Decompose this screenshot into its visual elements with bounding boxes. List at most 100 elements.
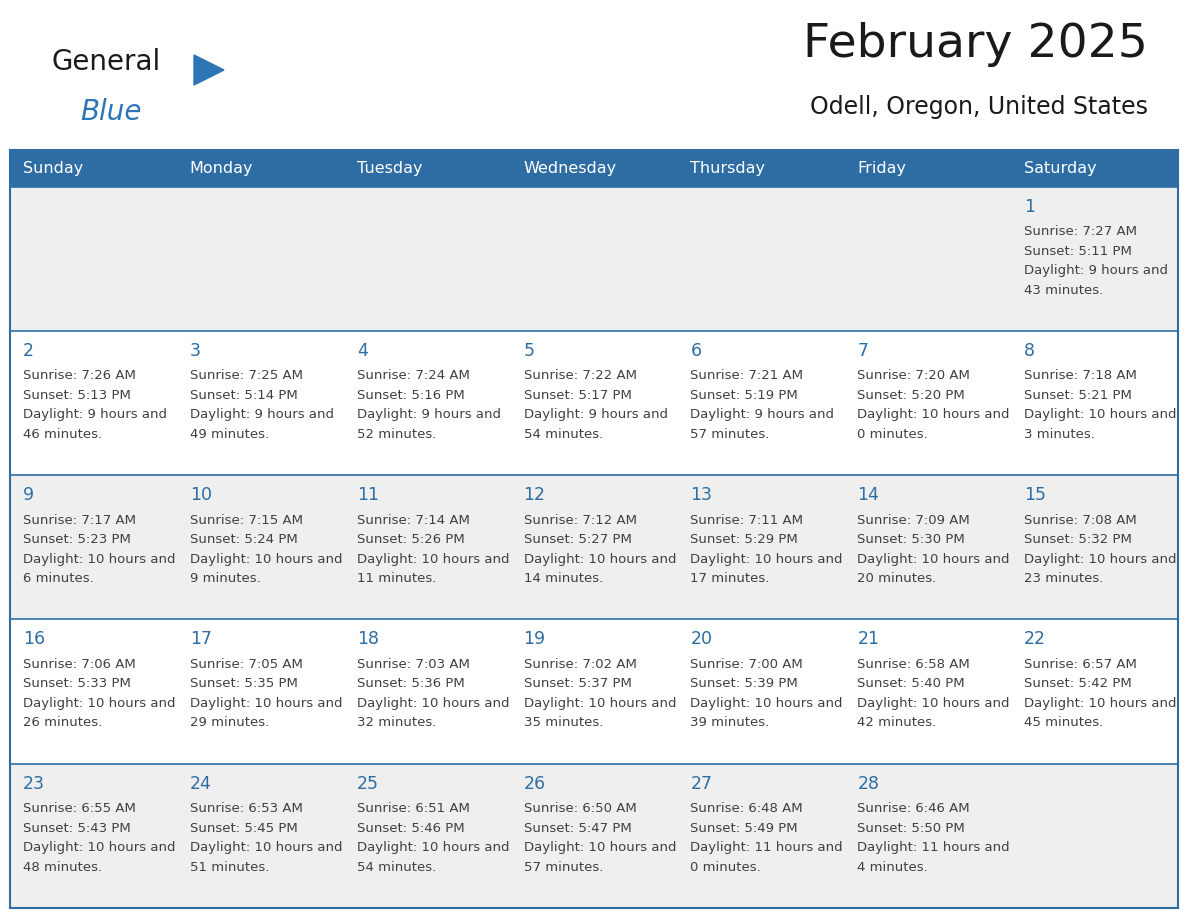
Text: Thursday: Thursday <box>690 161 765 175</box>
Text: Sunset: 5:21 PM: Sunset: 5:21 PM <box>1024 389 1132 402</box>
Text: Sunrise: 7:03 AM: Sunrise: 7:03 AM <box>356 658 469 671</box>
Text: Sunrise: 6:57 AM: Sunrise: 6:57 AM <box>1024 658 1137 671</box>
Text: Wednesday: Wednesday <box>524 161 617 175</box>
Text: Daylight: 9 hours and: Daylight: 9 hours and <box>524 409 668 421</box>
Text: Sunrise: 7:09 AM: Sunrise: 7:09 AM <box>858 513 971 527</box>
Text: Sunrise: 6:50 AM: Sunrise: 6:50 AM <box>524 802 637 815</box>
Text: Sunset: 5:20 PM: Sunset: 5:20 PM <box>858 389 965 402</box>
Text: Sunrise: 7:12 AM: Sunrise: 7:12 AM <box>524 513 637 527</box>
Text: Sunrise: 7:00 AM: Sunrise: 7:00 AM <box>690 658 803 671</box>
Text: 27: 27 <box>690 775 713 793</box>
Text: Sunset: 5:14 PM: Sunset: 5:14 PM <box>190 389 298 402</box>
Text: 54 minutes.: 54 minutes. <box>524 428 602 441</box>
Bar <box>10 150 1178 186</box>
Text: 15: 15 <box>1024 487 1047 504</box>
Text: 4 minutes.: 4 minutes. <box>858 861 928 874</box>
Text: Daylight: 9 hours and: Daylight: 9 hours and <box>356 409 500 421</box>
Text: Daylight: 10 hours and: Daylight: 10 hours and <box>858 409 1010 421</box>
Text: Sunset: 5:40 PM: Sunset: 5:40 PM <box>858 677 965 690</box>
Text: Sunrise: 6:58 AM: Sunrise: 6:58 AM <box>858 658 971 671</box>
Text: Sunset: 5:13 PM: Sunset: 5:13 PM <box>23 389 131 402</box>
Text: Sunrise: 7:20 AM: Sunrise: 7:20 AM <box>858 369 971 382</box>
Text: Blue: Blue <box>80 98 141 126</box>
Text: Sunset: 5:50 PM: Sunset: 5:50 PM <box>858 822 965 834</box>
Text: 6: 6 <box>690 341 702 360</box>
Text: Sunrise: 7:02 AM: Sunrise: 7:02 AM <box>524 658 637 671</box>
Text: Daylight: 10 hours and: Daylight: 10 hours and <box>356 841 510 855</box>
Text: Daylight: 10 hours and: Daylight: 10 hours and <box>190 553 342 565</box>
Text: Sunrise: 6:51 AM: Sunrise: 6:51 AM <box>356 802 469 815</box>
Text: 11 minutes.: 11 minutes. <box>356 572 436 585</box>
Text: 5: 5 <box>524 341 535 360</box>
Text: Sunset: 5:17 PM: Sunset: 5:17 PM <box>524 389 632 402</box>
Text: 54 minutes.: 54 minutes. <box>356 861 436 874</box>
Text: 49 minutes.: 49 minutes. <box>190 428 268 441</box>
Text: 0 minutes.: 0 minutes. <box>690 861 762 874</box>
Text: 14: 14 <box>858 487 879 504</box>
Text: Sunset: 5:16 PM: Sunset: 5:16 PM <box>356 389 465 402</box>
Text: 25: 25 <box>356 775 379 793</box>
Text: 16: 16 <box>23 631 45 648</box>
Text: Daylight: 9 hours and: Daylight: 9 hours and <box>190 409 334 421</box>
Text: Daylight: 10 hours and: Daylight: 10 hours and <box>858 697 1010 710</box>
Text: 23 minutes.: 23 minutes. <box>1024 572 1104 585</box>
Text: Sunset: 5:43 PM: Sunset: 5:43 PM <box>23 822 131 834</box>
Text: Daylight: 10 hours and: Daylight: 10 hours and <box>1024 697 1176 710</box>
Text: 3: 3 <box>190 341 201 360</box>
Text: Daylight: 10 hours and: Daylight: 10 hours and <box>524 841 676 855</box>
Text: 11: 11 <box>356 487 379 504</box>
Text: 14 minutes.: 14 minutes. <box>524 572 602 585</box>
Text: Odell, Oregon, United States: Odell, Oregon, United States <box>810 95 1148 119</box>
Text: Sunrise: 7:06 AM: Sunrise: 7:06 AM <box>23 658 135 671</box>
Text: Sunrise: 7:25 AM: Sunrise: 7:25 AM <box>190 369 303 382</box>
Text: Sunrise: 6:55 AM: Sunrise: 6:55 AM <box>23 802 135 815</box>
Text: Sunset: 5:23 PM: Sunset: 5:23 PM <box>23 533 131 546</box>
Text: Sunrise: 7:14 AM: Sunrise: 7:14 AM <box>356 513 469 527</box>
Text: Sunset: 5:19 PM: Sunset: 5:19 PM <box>690 389 798 402</box>
Text: 46 minutes.: 46 minutes. <box>23 428 102 441</box>
Text: 3 minutes.: 3 minutes. <box>1024 428 1095 441</box>
Text: Sunrise: 7:08 AM: Sunrise: 7:08 AM <box>1024 513 1137 527</box>
Text: Daylight: 9 hours and: Daylight: 9 hours and <box>23 409 168 421</box>
Text: Daylight: 11 hours and: Daylight: 11 hours and <box>690 841 843 855</box>
Text: Saturday: Saturday <box>1024 161 1097 175</box>
Text: Daylight: 10 hours and: Daylight: 10 hours and <box>690 553 843 565</box>
Text: Sunset: 5:45 PM: Sunset: 5:45 PM <box>190 822 298 834</box>
Text: Friday: Friday <box>858 161 906 175</box>
Text: 10: 10 <box>190 487 211 504</box>
Text: 39 minutes.: 39 minutes. <box>690 716 770 730</box>
Text: Sunset: 5:42 PM: Sunset: 5:42 PM <box>1024 677 1132 690</box>
Text: Daylight: 10 hours and: Daylight: 10 hours and <box>690 697 843 710</box>
Text: Sunset: 5:26 PM: Sunset: 5:26 PM <box>356 533 465 546</box>
Text: Sunset: 5:29 PM: Sunset: 5:29 PM <box>690 533 798 546</box>
Text: 20: 20 <box>690 631 713 648</box>
Text: Sunset: 5:47 PM: Sunset: 5:47 PM <box>524 822 631 834</box>
Text: Sunrise: 6:48 AM: Sunrise: 6:48 AM <box>690 802 803 815</box>
Text: Sunset: 5:32 PM: Sunset: 5:32 PM <box>1024 533 1132 546</box>
Text: Sunset: 5:49 PM: Sunset: 5:49 PM <box>690 822 798 834</box>
Text: Monday: Monday <box>190 161 253 175</box>
Text: 42 minutes.: 42 minutes. <box>858 716 936 730</box>
Text: 43 minutes.: 43 minutes. <box>1024 284 1104 297</box>
Text: 57 minutes.: 57 minutes. <box>524 861 604 874</box>
Text: Sunset: 5:39 PM: Sunset: 5:39 PM <box>690 677 798 690</box>
Text: 17 minutes.: 17 minutes. <box>690 572 770 585</box>
Text: 17: 17 <box>190 631 211 648</box>
Text: Sunrise: 6:53 AM: Sunrise: 6:53 AM <box>190 802 303 815</box>
Text: Daylight: 10 hours and: Daylight: 10 hours and <box>23 697 176 710</box>
Bar <box>10 186 1178 330</box>
Text: Daylight: 9 hours and: Daylight: 9 hours and <box>690 409 834 421</box>
Text: 26: 26 <box>524 775 545 793</box>
Text: Sunday: Sunday <box>23 161 83 175</box>
Text: Daylight: 9 hours and: Daylight: 9 hours and <box>1024 264 1168 277</box>
Text: Daylight: 10 hours and: Daylight: 10 hours and <box>356 697 510 710</box>
Text: 20 minutes.: 20 minutes. <box>858 572 936 585</box>
Text: 23: 23 <box>23 775 45 793</box>
Text: 24: 24 <box>190 775 211 793</box>
Text: Sunrise: 7:26 AM: Sunrise: 7:26 AM <box>23 369 135 382</box>
Text: 12: 12 <box>524 487 545 504</box>
Text: Sunrise: 7:18 AM: Sunrise: 7:18 AM <box>1024 369 1137 382</box>
Bar <box>10 476 1178 620</box>
Text: 57 minutes.: 57 minutes. <box>690 428 770 441</box>
Text: Daylight: 10 hours and: Daylight: 10 hours and <box>1024 553 1176 565</box>
